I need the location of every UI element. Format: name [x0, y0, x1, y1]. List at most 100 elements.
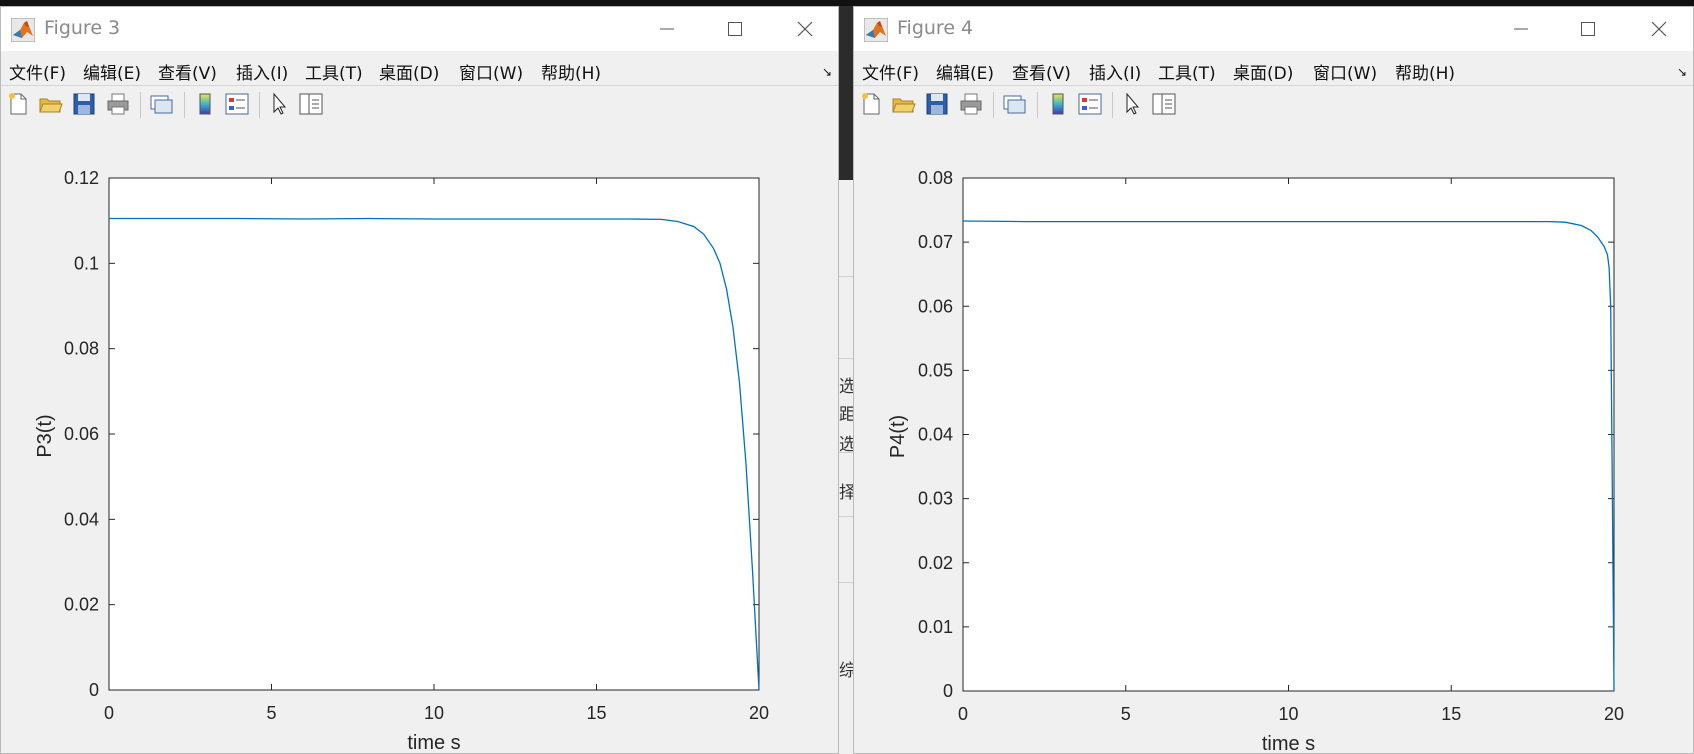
y-tick-label: 0.08	[64, 339, 99, 359]
property-inspector-icon[interactable]	[298, 91, 324, 117]
plot-axes[interactable]: 0 5 10 15 20 0 0.02 0.04 0.06 0.08 0.1 0.12 time s P3…	[1, 123, 838, 753]
dock-arrow-icon[interactable]: ↘	[1676, 65, 1687, 79]
menu-bar: 文件(F) 编辑(E) 查看(V) 插入(I) 工具(T) 桌面(D) 窗口(W…	[1, 51, 838, 85]
menu-insert[interactable]: 插入(I)	[236, 64, 289, 84]
edit-plot-pointer-icon[interactable]	[266, 91, 292, 117]
menu-insert[interactable]: 插入(I)	[1089, 64, 1142, 84]
minimize-button[interactable]	[645, 13, 689, 45]
divider	[839, 516, 855, 517]
close-button[interactable]	[783, 13, 827, 45]
axes-box	[108, 177, 760, 691]
maximize-icon	[728, 22, 742, 36]
y-tick-label: 0	[943, 681, 953, 701]
divider	[839, 276, 855, 277]
new-figure-icon[interactable]	[858, 91, 884, 117]
series-line	[109, 217, 760, 691]
y-tick-label: 0.02	[64, 595, 99, 615]
x-tick-label: 0	[104, 703, 114, 723]
menu-window[interactable]: 窗口(W)	[459, 64, 524, 84]
minimize-icon	[1514, 28, 1528, 30]
y-tick-label: 0.1	[74, 253, 99, 273]
toolbar-separator	[993, 92, 994, 118]
open-file-icon[interactable]	[38, 91, 64, 117]
menu-view[interactable]: 查看(V)	[158, 64, 217, 84]
background-text-fragment: 选	[839, 435, 855, 455]
figure-toolbar	[1, 85, 838, 124]
series-line	[962, 220, 1615, 692]
menu-file[interactable]: 文件(F)	[862, 64, 920, 84]
toolbar-separator	[1112, 92, 1113, 118]
insert-colorbar-icon[interactable]	[1045, 91, 1071, 117]
title-bar[interactable]: Figure 4	[854, 7, 1693, 51]
y-tick-label: 0.03	[918, 489, 953, 509]
y-tick-label: 0	[89, 680, 99, 700]
y-tick-label: 0.07	[918, 232, 953, 252]
menu-help[interactable]: 帮助(H)	[1395, 64, 1456, 84]
background-text-fragment: 选	[839, 377, 855, 397]
dock-arrow-icon[interactable]: ↘	[821, 65, 832, 79]
y-tick-label: 0.05	[918, 360, 953, 380]
x-tick-label: 5	[1121, 704, 1131, 724]
maximize-button[interactable]	[1566, 13, 1610, 45]
y-axis-label: P4(t)	[887, 415, 909, 458]
maximize-button[interactable]	[713, 13, 757, 45]
axes-box	[962, 177, 1615, 692]
property-inspector-icon[interactable]	[1151, 91, 1177, 117]
print-icon[interactable]	[958, 91, 984, 117]
x-tick-label: 15	[1441, 704, 1461, 724]
x-axis-label: time s	[407, 732, 460, 753]
toolbar-separator	[259, 92, 260, 118]
x-axis-label: time s	[1262, 733, 1315, 753]
link-plot-icon[interactable]	[1001, 91, 1027, 117]
new-figure-icon[interactable]	[5, 91, 31, 117]
window-title: Figure 3	[44, 17, 121, 39]
plot-axes[interactable]: 0 5 10 15 20 0 0.01 0.02 0.03 0.04 0.05 0.06 0.07 0.0…	[854, 123, 1693, 753]
y-tick-label: 0.12	[64, 168, 99, 188]
matlab-logo-icon	[11, 18, 35, 42]
menu-window[interactable]: 窗口(W)	[1313, 64, 1378, 84]
insert-legend-icon[interactable]	[224, 91, 250, 117]
link-plot-icon[interactable]	[148, 91, 174, 117]
x-tick-label: 20	[749, 703, 769, 723]
menu-view[interactable]: 查看(V)	[1012, 64, 1071, 84]
menu-edit[interactable]: 编辑(E)	[936, 64, 995, 84]
background-text-fragment: 择	[839, 483, 855, 503]
print-icon[interactable]	[105, 91, 131, 117]
toolbar-separator	[184, 92, 185, 118]
figure-4-window: Figure 4 文件(F) 编辑(E) 查看(V) 插入(I) 工具(T) 桌…	[853, 6, 1694, 754]
toolbar-separator	[140, 92, 141, 118]
minimize-button[interactable]	[1499, 13, 1543, 45]
open-file-icon[interactable]	[891, 91, 917, 117]
edit-plot-pointer-icon[interactable]	[1119, 91, 1145, 117]
maximize-icon	[1581, 22, 1595, 36]
matlab-logo-icon	[864, 18, 888, 42]
figure-3-window: Figure 3 文件(F) 编辑(E) 查看(V) 插入(I) 工具(T) 桌…	[0, 6, 839, 754]
x-tick-label: 15	[586, 703, 606, 723]
divider	[839, 452, 855, 453]
y-tick-label: 0.01	[918, 617, 953, 637]
divider	[839, 582, 855, 583]
y-tick-label: 0.06	[64, 424, 99, 444]
x-tick-label: 5	[266, 703, 276, 723]
menu-file[interactable]: 文件(F)	[9, 64, 67, 84]
minimize-icon	[660, 28, 674, 30]
menu-tools[interactable]: 工具(T)	[1158, 64, 1216, 84]
close-button[interactable]	[1637, 13, 1681, 45]
save-icon[interactable]	[71, 91, 97, 117]
insert-colorbar-icon[interactable]	[192, 91, 218, 117]
menu-tools[interactable]: 工具(T)	[305, 64, 363, 84]
title-bar[interactable]: Figure 3	[1, 7, 838, 51]
divider	[839, 358, 855, 359]
menu-desktop[interactable]: 桌面(D)	[1233, 64, 1294, 84]
insert-legend-icon[interactable]	[1077, 91, 1103, 117]
close-icon	[797, 21, 813, 37]
menu-help[interactable]: 帮助(H)	[541, 64, 602, 84]
x-tick-label: 10	[424, 703, 444, 723]
save-icon[interactable]	[924, 91, 950, 117]
y-tick-label: 0.02	[918, 553, 953, 573]
figure-canvas: 0 5 10 15 20 0 0.01 0.02 0.03 0.04 0.05 0.06 0.07 0.0…	[854, 123, 1693, 753]
y-tick-label: 0.06	[918, 296, 953, 316]
menu-edit[interactable]: 编辑(E)	[83, 64, 142, 84]
menu-desktop[interactable]: 桌面(D)	[379, 64, 440, 84]
figure-canvas: 0 5 10 15 20 0 0.02 0.04 0.06 0.08 0.1 0.12 time s P3…	[1, 123, 838, 753]
